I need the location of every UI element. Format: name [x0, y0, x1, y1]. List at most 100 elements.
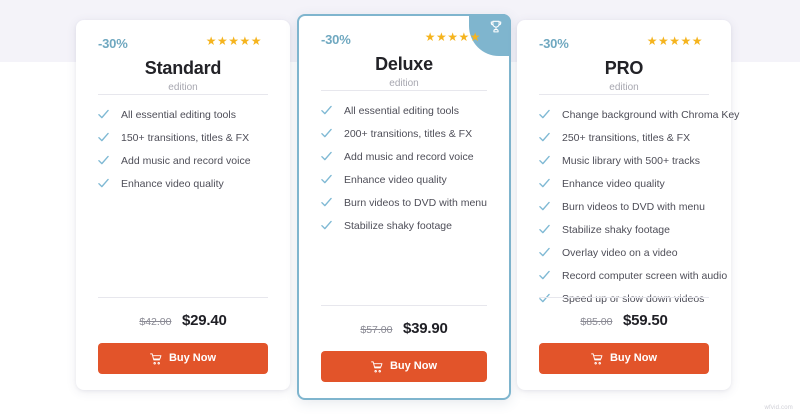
list-item: Music library with 500+ tracks	[539, 155, 709, 169]
list-item: Add music and record voice	[321, 151, 487, 165]
discount-badge: -30%	[539, 36, 569, 51]
feature-text: Burn videos to DVD with menu	[344, 197, 487, 209]
current-price: $29.40	[181, 312, 227, 329]
check-icon	[98, 155, 112, 169]
plan-edition-label: edition	[609, 82, 639, 93]
price-row: $42.00 $29.40	[98, 312, 268, 330]
feature-text: Change background with Chroma Key	[562, 109, 740, 121]
check-icon	[98, 132, 112, 146]
original-price: $85.00	[580, 316, 613, 328]
list-item: Add music and record voice	[98, 155, 268, 169]
price-section: $85.00 $59.50 Buy Now	[539, 297, 709, 374]
price-section: $57.00 $39.90 Buy Now	[321, 305, 487, 382]
check-icon	[539, 247, 553, 261]
list-item: Enhance video quality	[98, 178, 268, 192]
feature-text: Overlay video on a video	[562, 247, 678, 259]
card-header: -30% ★★★★★ Standard edition	[98, 20, 268, 94]
feature-text: 200+ transitions, titles & FX	[344, 128, 473, 140]
feature-text: Music library with 500+ tracks	[562, 155, 701, 167]
price-section: $42.00 $29.40 Buy Now	[98, 297, 268, 374]
header-divider	[98, 94, 268, 95]
pricing-card-standard[interactable]: -30% ★★★★★ Standard edition All essentia…	[76, 20, 290, 390]
original-price: $57.00	[360, 324, 393, 336]
card-header: -30% ★★★★★ Deluxe edition	[321, 16, 487, 90]
check-icon	[539, 293, 553, 307]
feature-text: Add music and record voice	[344, 151, 474, 163]
star-rating: ★★★★★	[646, 34, 703, 48]
feature-text: Speed up or slow down videos	[562, 293, 705, 305]
price-row: $85.00 $59.50	[539, 312, 709, 330]
feature-list: Change background with Chroma Key 250+ t…	[539, 95, 739, 307]
header-divider	[321, 90, 487, 91]
discount-badge: -30%	[321, 32, 351, 47]
plan-name: PRO	[604, 58, 644, 78]
feature-text: Stabilize shaky footage	[562, 224, 670, 236]
check-icon	[539, 178, 553, 192]
plan-edition-label: edition	[168, 82, 198, 93]
list-item: 150+ transitions, titles & FX	[98, 132, 268, 146]
shopping-cart-icon	[371, 360, 383, 373]
list-item: 200+ transitions, titles & FX	[321, 128, 487, 142]
feature-text: Enhance video quality	[121, 178, 224, 190]
shopping-cart-icon	[591, 352, 603, 365]
list-item: All essential editing tools	[98, 109, 268, 123]
check-icon	[321, 197, 335, 211]
buy-now-label: Buy Now	[168, 352, 217, 364]
header-divider	[539, 94, 709, 95]
feature-text: 250+ transitions, titles & FX	[562, 132, 691, 144]
check-icon	[321, 174, 335, 188]
buy-now-label: Buy Now	[389, 360, 438, 372]
feature-text: Enhance video quality	[344, 174, 447, 186]
list-item: Burn videos to DVD with menu	[539, 201, 709, 215]
plan-name: Standard	[144, 58, 222, 78]
discount-badge: -30%	[98, 36, 128, 51]
watermark: wfvid.com	[764, 405, 793, 411]
feature-text: Enhance video quality	[562, 178, 665, 190]
check-icon	[539, 109, 553, 123]
list-item: Change background with Chroma Key	[539, 109, 739, 123]
feature-text: Stabilize shaky footage	[344, 220, 452, 232]
trophy-icon	[489, 20, 503, 34]
check-icon	[98, 109, 112, 123]
feature-text: Record computer screen with audio	[562, 270, 728, 282]
feature-text: 150+ transitions, titles & FX	[121, 132, 250, 144]
list-item: Speed up or slow down videos	[539, 293, 709, 307]
plan-edition-label: edition	[389, 78, 419, 89]
check-icon	[539, 270, 553, 284]
pricing-card-deluxe[interactable]: -30% ★★★★★ Deluxe edition All essential …	[297, 14, 511, 400]
list-item: Enhance video quality	[539, 178, 709, 192]
buy-now-button[interactable]: Buy Now	[98, 343, 268, 374]
list-item: Enhance video quality	[321, 174, 487, 188]
buy-now-label: Buy Now	[609, 352, 658, 364]
price-row: $57.00 $39.90	[321, 320, 487, 338]
list-item: All essential editing tools	[321, 105, 487, 119]
list-item: Record computer screen with audio	[539, 270, 727, 284]
card-header: -30% ★★★★★ PRO edition	[539, 20, 709, 94]
list-item: Burn videos to DVD with menu	[321, 197, 487, 211]
price-divider	[98, 297, 268, 298]
plan-name: Deluxe	[375, 54, 433, 74]
check-icon	[321, 220, 335, 234]
pricing-card-pro[interactable]: -30% ★★★★★ PRO edition Change background…	[517, 20, 739, 390]
feature-text: Burn videos to DVD with menu	[562, 201, 705, 213]
check-icon	[98, 178, 112, 192]
star-rating: ★★★★★	[424, 30, 481, 44]
feature-text: Add music and record voice	[121, 155, 251, 167]
shopping-cart-icon	[150, 352, 162, 365]
buy-now-button[interactable]: Buy Now	[321, 351, 487, 382]
feature-text: All essential editing tools	[121, 109, 236, 121]
feature-list: All essential editing tools 150+ transit…	[98, 95, 268, 192]
check-icon	[321, 151, 335, 165]
feature-list: All essential editing tools 200+ transit…	[321, 91, 487, 234]
list-item: Overlay video on a video	[539, 247, 709, 261]
current-price: $39.90	[402, 320, 448, 337]
check-icon	[321, 128, 335, 142]
list-item: Stabilize shaky footage	[539, 224, 709, 238]
feature-text: All essential editing tools	[344, 105, 459, 117]
list-item: 250+ transitions, titles & FX	[539, 132, 709, 146]
buy-now-button[interactable]: Buy Now	[539, 343, 709, 374]
list-item: Stabilize shaky footage	[321, 220, 487, 234]
check-icon	[539, 155, 553, 169]
check-icon	[539, 201, 553, 215]
